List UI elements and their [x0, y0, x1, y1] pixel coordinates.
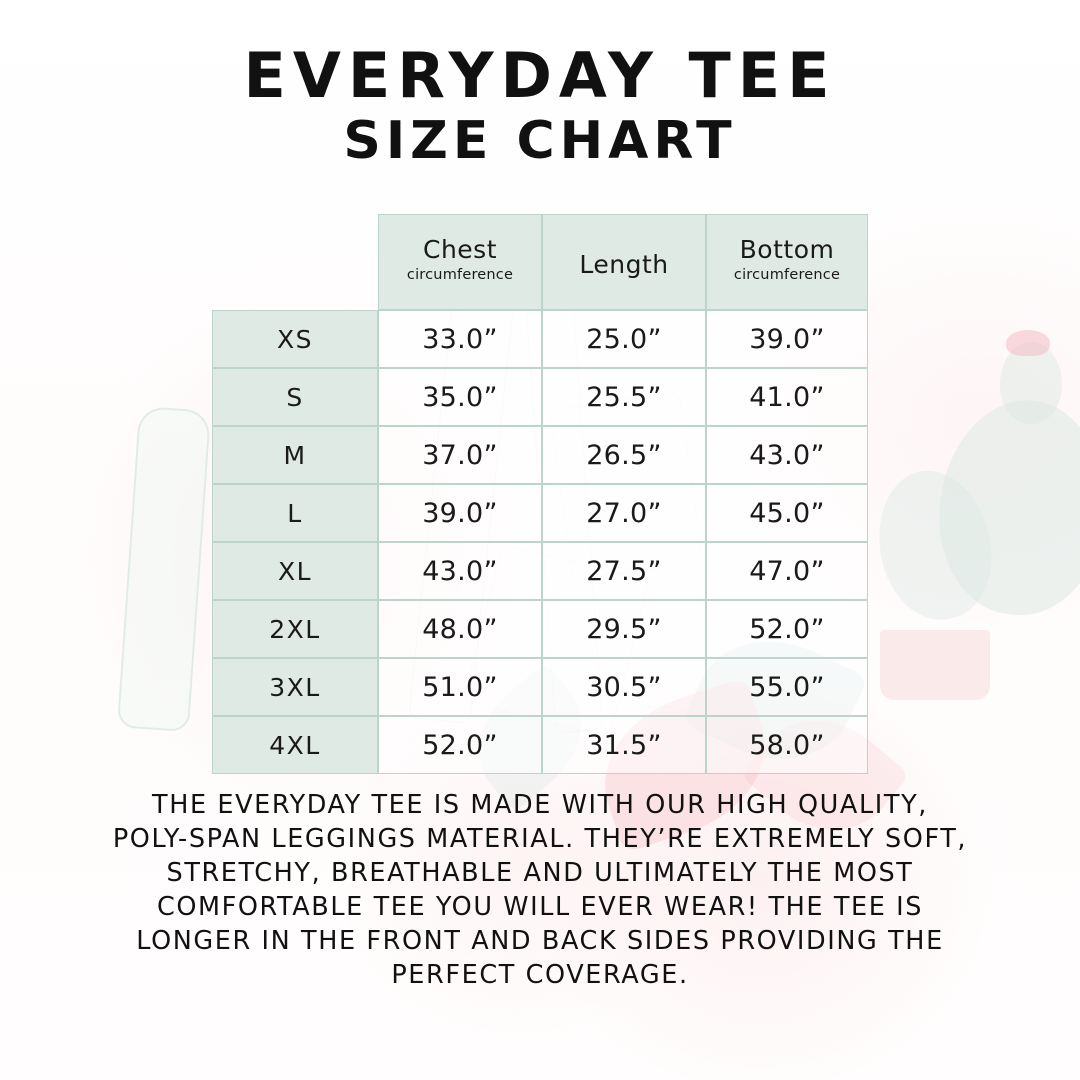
- header-chest-sublabel: circumference: [406, 266, 514, 283]
- row-chest-value: 52.0”: [378, 716, 542, 774]
- row-chest-value: 35.0”: [378, 368, 542, 426]
- row-length-value: 29.5”: [542, 600, 706, 658]
- product-description: THE EVERYDAY TEE IS MADE WITH OUR HIGH Q…: [0, 788, 1080, 992]
- size-table-body: XS 33.0” 25.0” 39.0” S 35.0” 25.5” 41.0”…: [212, 310, 868, 774]
- row-size-label: M: [212, 426, 378, 484]
- description-line: STRETCHY, BREATHABLE AND ULTIMATELY THE …: [166, 858, 914, 888]
- table-row: 4XL 52.0” 31.5” 58.0”: [212, 716, 868, 774]
- size-table-header: Chest circumference Length Bottom circum…: [212, 214, 868, 310]
- header-length: Length: [542, 214, 706, 310]
- row-length-value: 26.5”: [542, 426, 706, 484]
- cactus-flower-icon: [1006, 330, 1050, 356]
- description-line: LONGER IN THE FRONT AND BACK SIDES PROVI…: [136, 926, 944, 956]
- header-bottom: Bottom circumference: [706, 214, 868, 310]
- page-title-line-2: SIZE CHART: [343, 111, 737, 172]
- row-size-label: L: [212, 484, 378, 542]
- row-size-label: XL: [212, 542, 378, 600]
- description-line: PERFECT COVERAGE.: [391, 960, 689, 990]
- row-length-value: 31.5”: [542, 716, 706, 774]
- header-chest: Chest circumference: [378, 214, 542, 310]
- row-chest-value: 39.0”: [378, 484, 542, 542]
- row-chest-value: 43.0”: [378, 542, 542, 600]
- header-bottom-label: Bottom: [739, 235, 835, 265]
- row-bottom-value: 52.0”: [706, 600, 868, 658]
- row-bottom-value: 39.0”: [706, 310, 868, 368]
- terracotta-pot-icon: [880, 630, 990, 700]
- row-bottom-value: 41.0”: [706, 368, 868, 426]
- header-bottom-sublabel: circumference: [733, 266, 841, 283]
- description-line: COMFORTABLE TEE YOU WILL EVER WEAR! THE …: [156, 892, 924, 922]
- row-length-value: 25.0”: [542, 310, 706, 368]
- row-bottom-value: 58.0”: [706, 716, 868, 774]
- table-row: 3XL 51.0” 30.5” 55.0”: [212, 658, 868, 716]
- table-row: M 37.0” 26.5” 43.0”: [212, 426, 868, 484]
- row-chest-value: 51.0”: [378, 658, 542, 716]
- row-length-value: 30.5”: [542, 658, 706, 716]
- table-row: S 35.0” 25.5” 41.0”: [212, 368, 868, 426]
- header-size-blank: [212, 214, 378, 310]
- row-size-label: 2XL: [212, 600, 378, 658]
- row-size-label: XS: [212, 310, 378, 368]
- row-chest-value: 37.0”: [378, 426, 542, 484]
- header-chest-label: Chest: [422, 235, 497, 265]
- row-chest-value: 48.0”: [378, 600, 542, 658]
- row-length-value: 27.0”: [542, 484, 706, 542]
- row-size-label: 4XL: [212, 716, 378, 774]
- description-line: POLY-SPAN LEGGINGS MATERIAL. THEY’RE EXT…: [112, 824, 968, 854]
- table-row: XS 33.0” 25.0” 39.0”: [212, 310, 868, 368]
- row-bottom-value: 43.0”: [706, 426, 868, 484]
- page-title: EVERYDAY TEE SIZE CHART: [0, 0, 1080, 172]
- size-table-container: Chest circumference Length Bottom circum…: [0, 214, 1080, 774]
- row-length-value: 25.5”: [542, 368, 706, 426]
- description-line: THE EVERYDAY TEE IS MADE WITH OUR HIGH Q…: [152, 790, 928, 820]
- table-row: 2XL 48.0” 29.5” 52.0”: [212, 600, 868, 658]
- header-row: Chest circumference Length Bottom circum…: [212, 214, 868, 310]
- row-length-value: 27.5”: [542, 542, 706, 600]
- row-size-label: 3XL: [212, 658, 378, 716]
- row-bottom-value: 47.0”: [706, 542, 868, 600]
- table-row: L 39.0” 27.0” 45.0”: [212, 484, 868, 542]
- table-row: XL 43.0” 27.5” 47.0”: [212, 542, 868, 600]
- row-bottom-value: 45.0”: [706, 484, 868, 542]
- row-bottom-value: 55.0”: [706, 658, 868, 716]
- size-table: Chest circumference Length Bottom circum…: [212, 214, 868, 774]
- header-length-label: Length: [579, 249, 669, 279]
- row-chest-value: 33.0”: [378, 310, 542, 368]
- row-size-label: S: [212, 368, 378, 426]
- page-title-line-1: EVERYDAY TEE: [243, 39, 837, 112]
